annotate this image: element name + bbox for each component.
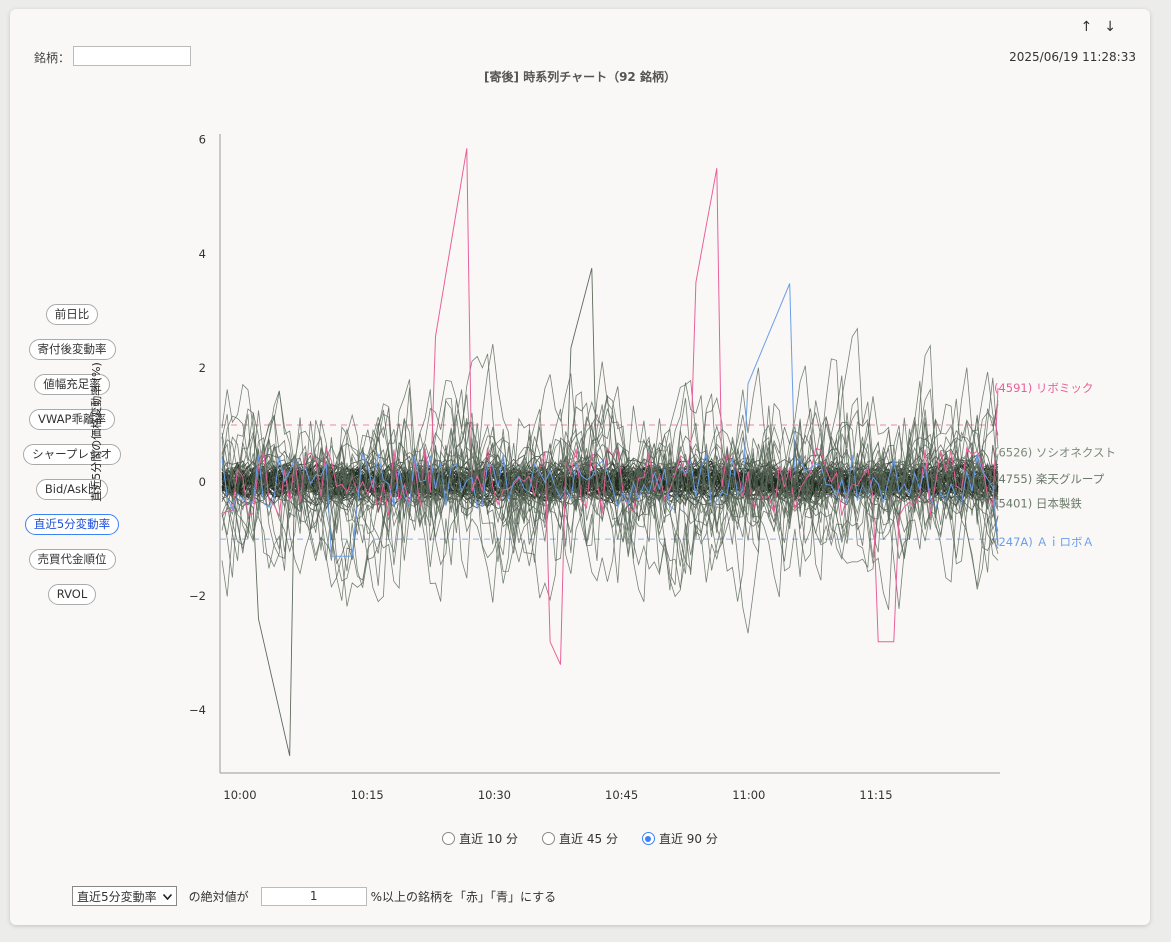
y-tick-label: 6 — [199, 133, 206, 147]
metric-button[interactable]: 売買代金順位 — [28, 549, 116, 570]
metric-button[interactable]: VWAP乖離率 — [29, 409, 115, 430]
metric-button[interactable]: 寄付後変動率 — [28, 339, 116, 360]
series-line — [221, 395, 999, 567]
series-label: (6526) ソシオネクスト — [994, 445, 1116, 459]
metric-select[interactable]: 直近5分変動率 — [72, 886, 177, 906]
time-range-radio[interactable]: 直近 45 分 — [542, 830, 618, 847]
radio-indicator — [442, 832, 456, 845]
metric-select-value: 直近5分変動率 — [77, 889, 157, 904]
chart-title: [寄後] 時系列チャート（92 銘柄） — [484, 70, 676, 84]
stock-label: 銘柄： — [34, 51, 71, 65]
x-tick-label: 10:15 — [351, 788, 384, 802]
radio-indicator — [542, 832, 556, 845]
series-line — [221, 375, 999, 603]
metric-button[interactable]: Bid/Ask比 — [35, 479, 109, 500]
y-tick-label: −2 — [189, 589, 206, 603]
x-tick-label: 11:15 — [859, 788, 892, 802]
metric-button[interactable]: シャープレシオ — [23, 444, 121, 465]
stock-search-input[interactable] — [73, 46, 191, 66]
metric-button[interactable]: 直近5分変動率 — [24, 514, 120, 535]
radio-label: 直近 90 分 — [658, 832, 718, 846]
x-tick-label: 10:30 — [478, 788, 511, 802]
series-line — [221, 367, 999, 590]
threshold-text-2: %以上の銘柄を「赤」「青」にする — [370, 889, 557, 904]
series-label: (4755) 楽天グループ — [994, 472, 1105, 486]
series-line — [221, 436, 999, 524]
threshold-controls: 直近5分変動率 の絶対値が 1 %以上の銘柄を「赤」「青」にする — [72, 886, 556, 906]
chevron-down-icon — [162, 889, 172, 903]
sort-asc-icon[interactable]: ↑ — [1080, 19, 1105, 35]
series-line — [221, 358, 999, 634]
series-line — [221, 424, 999, 554]
y-tick-label: 0 — [199, 475, 206, 489]
line-chart: 6 4 2 0 −2 −4 10:00 10:15 10:30 10:45 11:00 11:15 (4… — [189, 133, 1116, 802]
series-line — [221, 267, 999, 757]
metric-sidebar: 前日比寄付後変動率 値幅充足率 VWAP乖離率 シャープレシオ Bid/Ask比 直近5分… — [22, 304, 122, 605]
y-tick-label: −4 — [189, 703, 206, 717]
y-tick-label: 4 — [199, 247, 206, 261]
series-line — [221, 353, 999, 610]
chart-panel: 銘柄： ↑↓ 2025/06/19 11:28:33 [寄後] 時系列チャート（… — [10, 9, 1150, 925]
time-range-radio[interactable]: 直近 10 分 — [442, 830, 518, 847]
threshold-input[interactable]: 1 — [260, 886, 367, 906]
series-label: (5401) 日本製鉄 — [994, 497, 1082, 511]
timestamp: 2025/06/19 11:28:33 — [1009, 50, 1136, 64]
y-tick-label: 2 — [199, 361, 206, 375]
series-label: (4591) リボミック — [994, 381, 1093, 395]
series-line — [221, 393, 999, 590]
x-tick-label: 10:00 — [223, 788, 256, 802]
threshold-text-1: の絶対値が — [188, 889, 249, 904]
metric-button[interactable]: 前日比 — [45, 304, 99, 325]
metric-button[interactable]: 値幅充足率 — [34, 374, 110, 395]
highlighted-series-line — [221, 283, 999, 557]
time-range-radios: 直近 10 分 直近 45 分 直近 90 分 — [10, 830, 1150, 847]
series-line — [221, 379, 999, 598]
radio-indicator — [641, 832, 655, 845]
radio-label: 直近 10 分 — [459, 832, 519, 846]
sort-desc-icon[interactable]: ↓ — [1104, 19, 1128, 35]
sort-controls: ↑↓ — [1081, 19, 1128, 35]
series-label: (247A) ＡｉロボＡ — [994, 535, 1094, 549]
metric-button[interactable]: RVOL — [47, 584, 97, 605]
radio-label: 直近 45 分 — [559, 832, 618, 846]
x-tick-label: 11:00 — [732, 788, 765, 802]
time-range-radio[interactable]: 直近 90 分 — [641, 830, 718, 847]
x-tick-label: 10:45 — [605, 788, 638, 802]
